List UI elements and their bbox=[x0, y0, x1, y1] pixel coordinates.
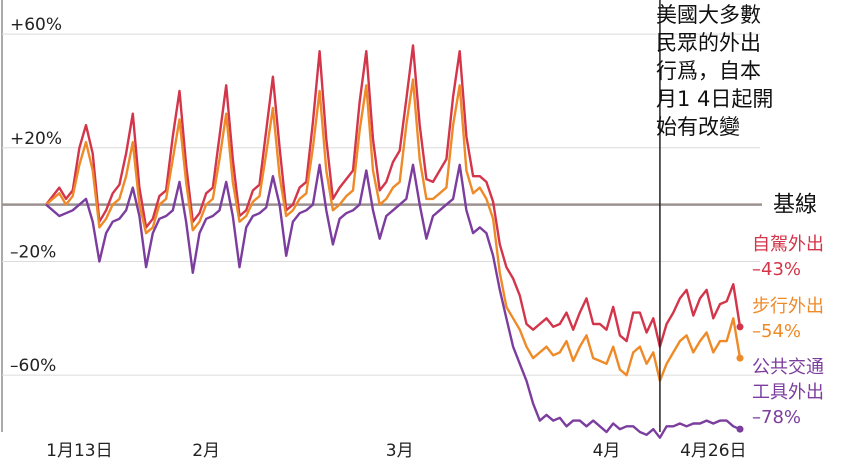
series-name-2-0: 公共交通 bbox=[752, 357, 824, 378]
annotation-line-3: 月1 4日起開 bbox=[656, 87, 773, 111]
series-name-0-0: 自駕外出 bbox=[752, 234, 824, 255]
annotation-line-0: 美國大多數 bbox=[656, 3, 761, 27]
series-value-1: –54% bbox=[752, 321, 801, 342]
annotation-line-2: 行爲，自本 bbox=[656, 59, 761, 83]
y-tick-label-0: +60% bbox=[10, 15, 62, 35]
annotation-line-4: 始有改變 bbox=[656, 115, 740, 139]
series-value-2: –78% bbox=[752, 407, 801, 428]
series-end-point-2 bbox=[736, 425, 744, 433]
y-tick-label-1: +20% bbox=[10, 129, 62, 149]
baseline-label: 基線 bbox=[773, 193, 817, 218]
x-tick-label-4: 4月26日 bbox=[680, 441, 746, 461]
series-line-1 bbox=[45, 78, 742, 382]
y-tick-label-3: –60% bbox=[10, 356, 56, 376]
x-tick-label-0: 1月13日 bbox=[46, 441, 112, 461]
series-name-2-1: 工具外出 bbox=[752, 382, 824, 403]
annotation-line-1: 民眾的外出 bbox=[656, 31, 761, 55]
x-tick-label-2: 3月 bbox=[386, 441, 414, 461]
x-tick-label-3: 4月 bbox=[593, 441, 621, 461]
y-tick-label-2: –20% bbox=[10, 242, 56, 262]
series-line-2 bbox=[45, 163, 741, 439]
series-value-0: –43% bbox=[752, 259, 801, 280]
series-end-point-0 bbox=[736, 323, 744, 331]
series-end-point-1 bbox=[736, 354, 744, 362]
x-tick-label-1: 2月 bbox=[192, 441, 220, 461]
series-name-1-0: 步行外出 bbox=[752, 296, 824, 317]
series-line-0 bbox=[45, 44, 742, 348]
